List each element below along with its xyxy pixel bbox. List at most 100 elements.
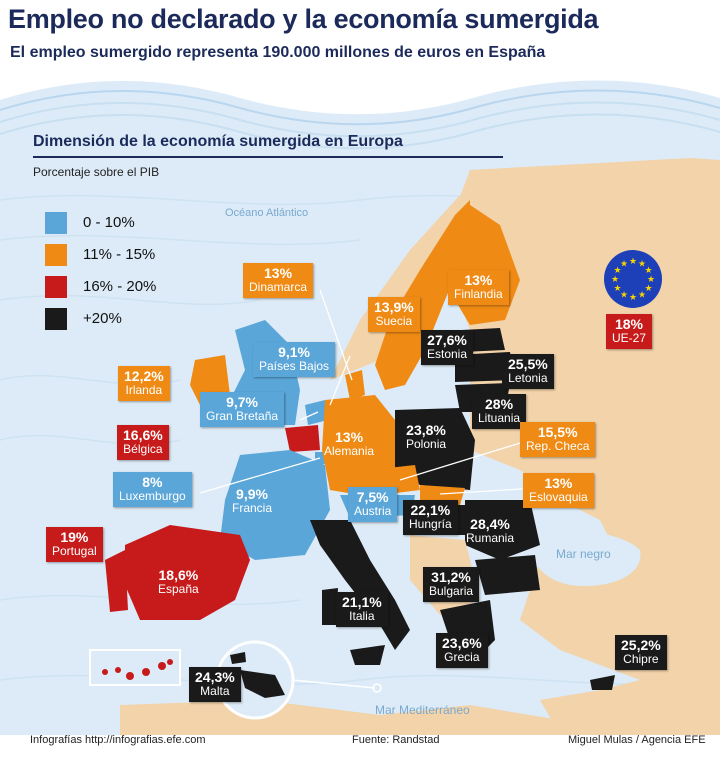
label-grecia: 23,6% Grecia — [436, 633, 488, 668]
label-espana: 18,6% España — [152, 565, 205, 600]
value: 8% — [142, 474, 163, 490]
svg-text:★: ★ — [629, 293, 637, 303]
legend-label: +20% — [83, 310, 122, 327]
country-name: Bélgica — [123, 442, 163, 457]
europe-map — [0, 150, 720, 735]
footer-credit: Infografías http://infografias.efe.com — [30, 734, 206, 746]
legend-swatch — [45, 276, 67, 298]
country-name: Suecia — [375, 314, 413, 329]
legend-label: 16% - 20% — [83, 278, 157, 295]
panel-title: Dimensión de la economía sumergida en Eu… — [33, 133, 403, 150]
country-name: Portugal — [52, 544, 97, 559]
value: 19% — [60, 529, 89, 545]
label-estonia: 27,6% Estonia — [421, 330, 474, 365]
value: 25,5% — [508, 356, 548, 372]
label-polonia: 23,8% Polonia — [400, 420, 452, 455]
value: 15,5% — [537, 424, 578, 440]
value: 21,1% — [342, 594, 382, 610]
country-name: Grecia — [444, 650, 480, 665]
svg-text:★: ★ — [613, 284, 621, 294]
label-portugal: 19% Portugal — [46, 527, 103, 562]
label-rep-checa: 15,5% Rep. Checa — [520, 422, 596, 457]
label-lituania: 28% Lituania — [472, 394, 527, 429]
value: 23,6% — [442, 635, 482, 651]
country-name: Luxemburgo — [119, 489, 186, 504]
country-name: Chipre — [623, 652, 659, 667]
footer-author: Miguel Mulas / Agencia EFE — [568, 734, 706, 746]
value: 13% — [544, 475, 573, 491]
country-name: Estonia — [427, 347, 468, 362]
gozo — [230, 652, 246, 664]
svg-text:★: ★ — [620, 291, 628, 301]
label-belgica: 16,6% Bélgica — [117, 425, 169, 460]
belgium — [285, 425, 320, 452]
country-name: Rep. Checa — [526, 439, 590, 454]
country-name: Finlandia — [454, 287, 503, 302]
country-name: Hungría — [409, 517, 452, 532]
legend-swatch — [45, 308, 67, 330]
value: 13% — [264, 265, 293, 281]
country-name: Irlanda — [125, 383, 163, 398]
svg-text:★: ★ — [644, 284, 652, 294]
svg-text:★: ★ — [611, 275, 619, 285]
value: 9,7% — [226, 394, 258, 410]
sea-label-atlantic: Océano Atlántico — [225, 207, 309, 219]
label-suecia: 13,9% Suecia — [368, 297, 420, 332]
svg-text:★: ★ — [613, 266, 621, 276]
canary-islands — [102, 659, 173, 680]
country-name: Rumania — [466, 531, 515, 546]
sea-label-mediterranean: Mar Mediterráneo — [375, 703, 470, 717]
value: 28% — [485, 396, 514, 412]
country-name: Austria — [354, 504, 392, 519]
spain — [125, 525, 250, 620]
value: 27,6% — [427, 332, 467, 348]
country-name: Italia — [349, 609, 375, 624]
value: 18,6% — [158, 567, 199, 583]
label-eslovaquia: 13% Eslovaquia — [523, 473, 594, 508]
panel-divider — [33, 156, 503, 158]
label-alemania: 13% Alemania — [318, 427, 380, 462]
malta-dot — [372, 683, 382, 693]
label-ue27: 18% UE-27 — [606, 314, 653, 349]
country-name: Malta — [200, 684, 230, 699]
country-name: Letonia — [508, 371, 548, 386]
svg-text:★: ★ — [644, 266, 652, 276]
romania — [465, 500, 540, 560]
portugal — [105, 550, 128, 612]
wave-banner — [0, 70, 720, 160]
value: 23,8% — [406, 422, 446, 438]
country-name: España — [158, 582, 199, 597]
sweden — [375, 200, 470, 390]
country-name: Dinamarca — [249, 280, 308, 295]
eu-flag-icon: ★ ★ ★ ★ ★ ★ ★ ★ ★ ★ ★ ★ — [604, 250, 662, 308]
footer-source: Fuente: Randstad — [352, 734, 440, 746]
malta-main — [240, 670, 285, 698]
svg-text:★: ★ — [647, 275, 655, 285]
denmark — [345, 370, 365, 400]
sicily — [350, 645, 385, 665]
eu-stars: ★ ★★ ★★★ ★★★ ★★★ — [611, 257, 655, 303]
cyprus — [590, 675, 615, 690]
country-name: Países Bajos — [259, 359, 330, 374]
value: 22,1% — [410, 502, 451, 518]
label-austria: 7,5% Austria — [348, 487, 398, 522]
value: 28,4% — [470, 516, 510, 532]
value: 16,6% — [123, 427, 163, 443]
page-subtitle: El empleo sumergido representa 190.000 m… — [10, 44, 546, 61]
label-irlanda: 12,2% Irlanda — [118, 366, 170, 401]
country-name: Gran Bretaña — [206, 409, 279, 424]
country-name: UE-27 — [612, 331, 647, 346]
svg-text:★: ★ — [620, 260, 628, 270]
legend-swatch — [45, 212, 67, 234]
country-name: Bulgaria — [429, 584, 474, 599]
country-name: Lituania — [478, 411, 521, 426]
value: 25,2% — [621, 637, 661, 653]
legend-label: 0 - 10% — [83, 214, 135, 231]
sardinia — [322, 588, 338, 625]
panel-subtitle: Porcentaje sobre el PIB — [33, 165, 160, 179]
label-italia: 21,1% Italia — [336, 592, 388, 627]
label-hungria: 22,1% Hungría — [403, 500, 458, 535]
country-name: Alemania — [324, 444, 375, 459]
value: 9,1% — [278, 344, 310, 360]
value: 13,9% — [374, 299, 414, 315]
